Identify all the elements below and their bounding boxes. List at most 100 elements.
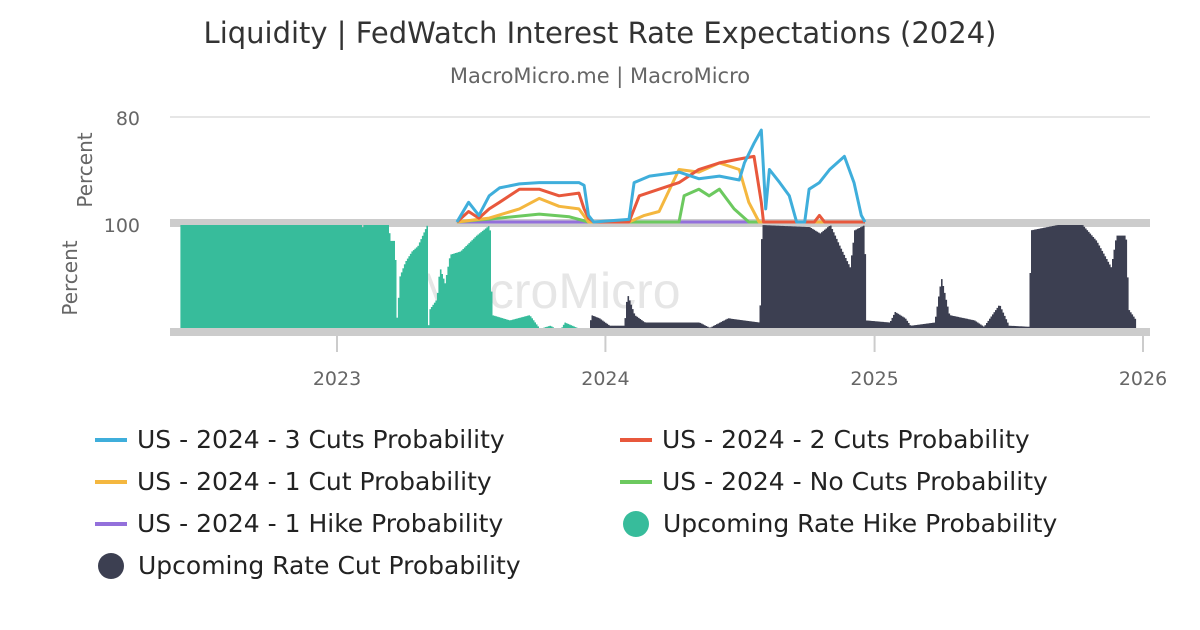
bar-cut <box>875 321 877 331</box>
bar-hike <box>462 249 464 331</box>
bar-cut <box>866 320 868 331</box>
bar-cut <box>924 323 927 331</box>
bar-hike <box>357 225 359 331</box>
bar-cut <box>816 231 819 331</box>
bar-cut <box>1065 225 1068 331</box>
bar-cut <box>819 233 822 331</box>
bar-hike <box>405 261 407 331</box>
bar-cut <box>882 321 885 331</box>
xtick-label: 2023 <box>313 368 361 390</box>
bar-hike <box>282 225 284 331</box>
bar-cut <box>971 319 973 331</box>
bar-cut <box>837 242 840 331</box>
bar-cut <box>978 323 981 331</box>
legend-line-icon <box>95 479 127 484</box>
bar-cut <box>956 316 958 331</box>
bar-cut <box>1089 233 1092 331</box>
bar-cut <box>1122 235 1125 331</box>
bar-cut <box>1068 225 1071 331</box>
bar-cut <box>1070 225 1072 331</box>
bar-cut <box>833 232 835 331</box>
bar-cut <box>1082 225 1084 331</box>
bar-cut <box>735 319 738 331</box>
bar-hike <box>483 229 485 331</box>
bar-cut <box>1112 259 1114 331</box>
legend-item-cut-prob[interactable]: Upcoming Rate Cut Probability <box>95 551 521 580</box>
bar-hike <box>367 225 370 331</box>
legend-item-no-cuts[interactable]: US - 2024 - No Cuts Probability <box>620 467 1048 496</box>
bar-hike <box>186 225 188 331</box>
bar-cut <box>960 317 963 331</box>
bar-cut <box>756 322 759 331</box>
bar-hike <box>259 225 262 331</box>
bar-hike <box>339 225 341 331</box>
bar-cut <box>947 306 949 331</box>
bar-hike <box>394 260 397 331</box>
bar-hike <box>229 225 232 331</box>
bar-cut <box>917 324 919 331</box>
bar-hike <box>343 225 346 331</box>
bar-hike <box>372 225 374 331</box>
bar-hike <box>474 237 476 331</box>
bar-cut <box>692 322 694 331</box>
bar-cut <box>767 225 769 331</box>
bar-cut <box>855 229 858 331</box>
bar-hike <box>528 315 530 331</box>
bar-hike <box>472 238 475 331</box>
bar-hike <box>346 225 349 331</box>
series-line-us-2024-3-cuts-probability <box>455 128 867 224</box>
bar-cut <box>989 318 991 331</box>
bar-cut <box>903 317 906 331</box>
bar-cut <box>758 322 760 331</box>
legend-item-1-hike[interactable]: US - 2024 - 1 Hike Probability <box>95 509 503 538</box>
bar-hike <box>223 225 226 331</box>
bar-hike <box>438 276 440 331</box>
bar-cut <box>689 322 691 331</box>
bar-hike <box>484 228 487 331</box>
bar-hike <box>184 225 187 331</box>
bar-hike <box>420 239 422 331</box>
bar-cut <box>821 232 823 331</box>
bar-cut <box>942 286 945 331</box>
bar-hike <box>360 225 362 331</box>
bar-hike <box>289 225 292 331</box>
legend-item-1-cut[interactable]: US - 2024 - 1 Cut Probability <box>95 467 492 496</box>
bar-cut <box>861 226 864 331</box>
legend-item-hike-prob[interactable]: Upcoming Rate Hike Probability <box>620 509 1057 538</box>
bar-hike <box>304 225 307 331</box>
bar-hike <box>331 225 334 331</box>
bar-cut <box>759 305 762 331</box>
bar-cut <box>675 322 678 331</box>
legend-item-3-cuts[interactable]: US - 2024 - 3 Cuts Probability <box>95 425 505 454</box>
bar-hike <box>444 283 446 331</box>
bar-cut <box>1094 238 1096 331</box>
bar-hike <box>565 323 568 331</box>
bar-cut <box>1131 314 1134 331</box>
bar-cut <box>897 313 900 331</box>
bar-cut <box>846 261 849 331</box>
bar-cut <box>596 317 598 331</box>
legend-label: US - 2024 - 1 Hike Probability <box>137 509 504 538</box>
series-line-us-2024-2-cuts-probability <box>455 154 865 224</box>
bar-cut <box>831 229 834 331</box>
bar-hike <box>244 225 247 331</box>
bar-hike <box>475 235 478 331</box>
chart-area: MacroMicro 80 Percent 100 Percent 2023 20… <box>58 108 1167 390</box>
bar-hike <box>381 225 383 331</box>
bar-cut <box>809 227 811 331</box>
bar-hike <box>516 318 518 331</box>
bar-hike <box>276 225 278 331</box>
bar-hike <box>180 225 182 331</box>
legend-line-icon <box>620 479 652 484</box>
bar-cut <box>783 226 786 331</box>
bar-cut <box>825 228 828 331</box>
bar-cut <box>699 322 702 331</box>
bar-hike <box>486 227 488 331</box>
bar-cut <box>815 230 817 331</box>
bar-hike <box>352 225 355 331</box>
bar-hike <box>261 225 263 331</box>
bar-cut <box>863 225 865 331</box>
bar-cut <box>602 320 604 331</box>
legend-item-2-cuts[interactable]: US - 2024 - 2 Cuts Probability <box>620 425 1030 454</box>
bar-hike <box>369 225 371 331</box>
